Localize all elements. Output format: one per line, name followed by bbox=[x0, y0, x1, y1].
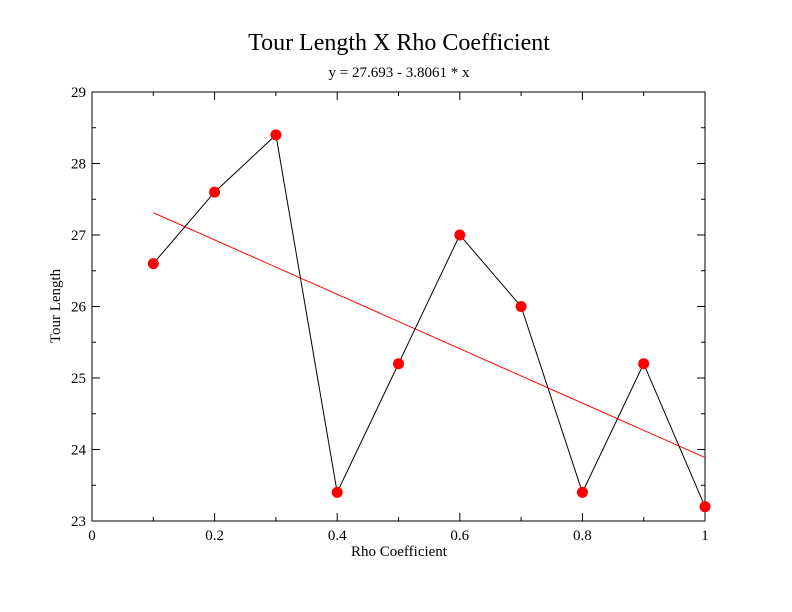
data-point bbox=[576, 486, 588, 498]
data-point bbox=[147, 258, 159, 270]
data-point bbox=[209, 186, 221, 198]
y-tick-label: 28 bbox=[71, 157, 86, 173]
y-tick-label: 27 bbox=[71, 228, 87, 244]
x-axis: 0 0.2 0.4 0.6 0.8 1 bbox=[88, 92, 709, 544]
y-axis: 23 24 25 26 27 28 29 bbox=[71, 85, 705, 530]
x-tick-label: 0 bbox=[88, 528, 96, 544]
y-tick-label: 23 bbox=[71, 514, 86, 530]
regression-line bbox=[153, 212, 706, 459]
x-axis-label: Rho Coefficient bbox=[351, 544, 448, 560]
data-point bbox=[454, 229, 466, 241]
data-point bbox=[638, 358, 650, 370]
data-point bbox=[393, 358, 404, 370]
x-tick-label: 0.2 bbox=[205, 528, 224, 544]
y-tick-label: 24 bbox=[71, 443, 87, 459]
y-tick-label: 26 bbox=[71, 300, 87, 316]
data-point bbox=[270, 129, 282, 141]
y-tick-label: 29 bbox=[71, 85, 86, 101]
x-tick-label: 1 bbox=[701, 528, 709, 544]
x-tick-label: 0.8 bbox=[573, 528, 592, 544]
data-point bbox=[331, 486, 343, 498]
x-tick-label: 0.4 bbox=[328, 528, 347, 544]
chart-title: Tour Length X Rho Coefficient bbox=[248, 30, 550, 56]
series-line bbox=[152, 133, 706, 507]
data-point bbox=[699, 501, 711, 513]
y-axis-label: Tour Length bbox=[48, 268, 64, 343]
x-tick-label: 0.6 bbox=[450, 528, 469, 544]
plot-area bbox=[91, 91, 706, 522]
chart-subtitle: y = 27.693 - 3.8061 * x bbox=[329, 65, 470, 81]
y-tick-label: 25 bbox=[71, 371, 86, 387]
data-points bbox=[147, 129, 711, 513]
data-point bbox=[515, 301, 527, 312]
